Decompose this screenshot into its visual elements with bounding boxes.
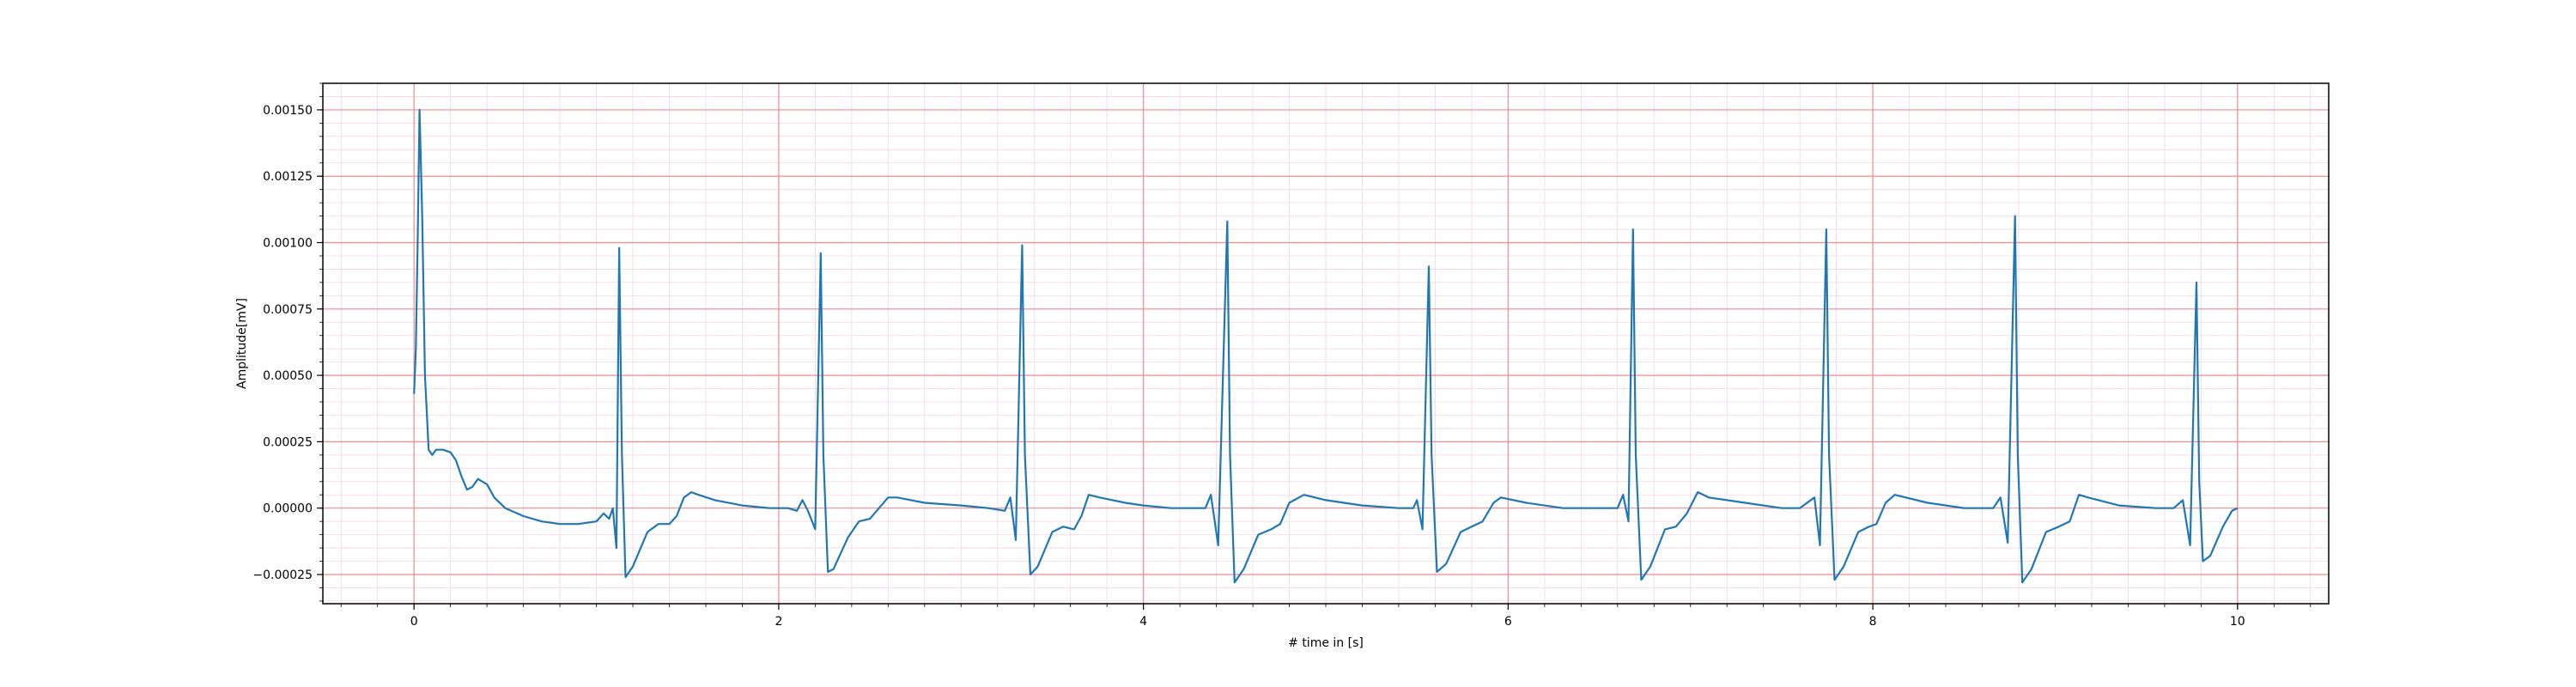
x-tick-label: 4	[1139, 615, 1147, 629]
y-tick-label: 0.00100	[263, 237, 313, 251]
y-tick-label: 0.00125	[263, 170, 313, 184]
y-tick-label: 0.00025	[263, 435, 313, 449]
x-tick-label: 10	[2230, 615, 2245, 629]
x-tick-label: 6	[1504, 615, 1512, 629]
x-tick-label: 0	[410, 615, 418, 629]
y-tick-label: 0.00075	[263, 303, 313, 317]
y-tick-label: 0.00150	[263, 104, 313, 118]
y-axis-ticks: −0.00025 0.00000 0.00025 0.00050 0.00075 0.00…	[252, 83, 323, 601]
y-tick-label: 0.00000	[263, 502, 313, 516]
x-tick-label: 8	[1869, 615, 1877, 629]
y-tick-label: −0.00025	[252, 568, 313, 582]
x-tick-label: 2	[775, 615, 782, 629]
y-axis-label: Amplitude[mV]	[235, 298, 249, 389]
y-tick-label: 0.00050	[263, 369, 313, 383]
x-axis-ticks: 0 2 4 6 8 10	[341, 604, 2311, 629]
x-axis-label: # time in [s]	[1288, 636, 1364, 650]
